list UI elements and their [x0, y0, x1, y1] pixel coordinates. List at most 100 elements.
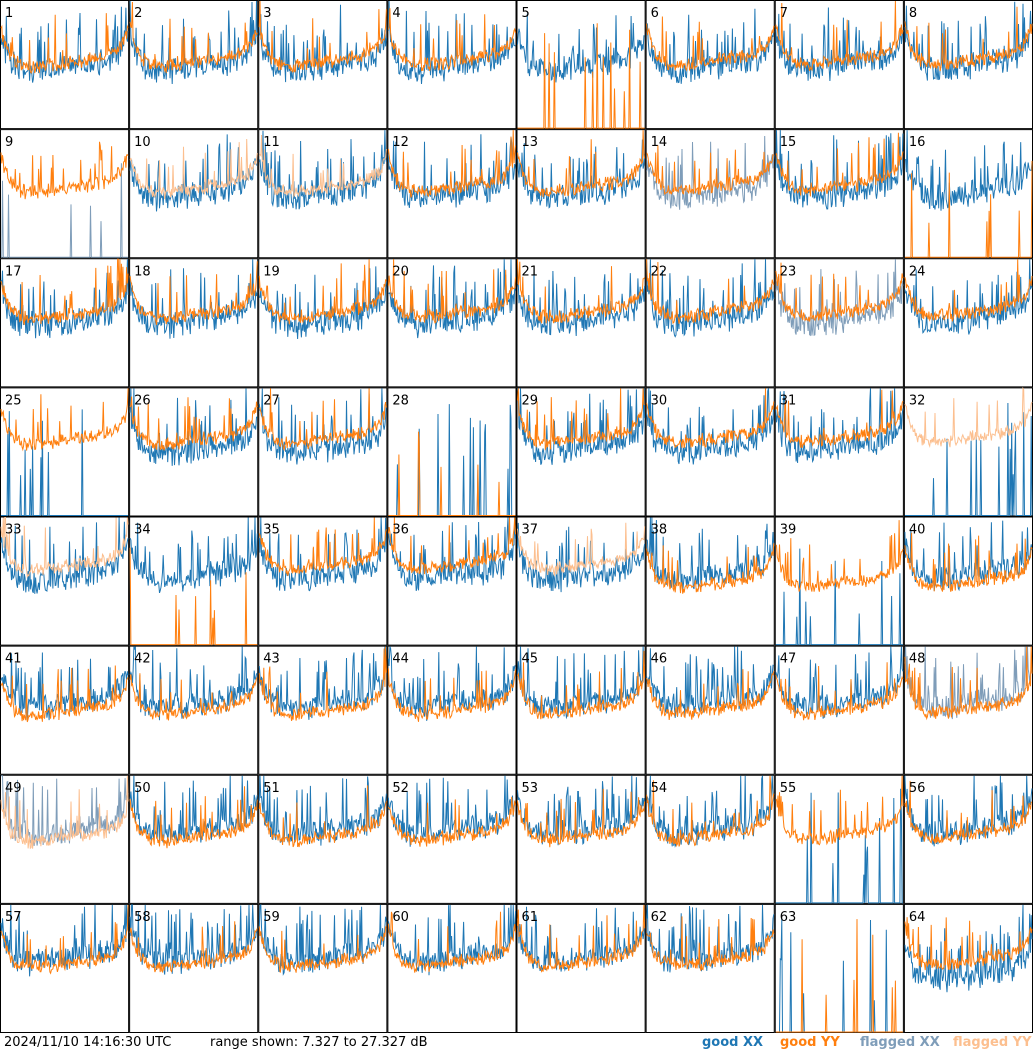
legend-good-yy: good YY	[780, 1035, 840, 1050]
panel-12: 12	[387, 129, 517, 259]
panel-4: 4	[387, 0, 517, 130]
panel-53: 53	[516, 774, 646, 904]
yy-series-line	[775, 389, 904, 449]
panel-label: 37	[522, 523, 539, 538]
panel-51: 51	[258, 774, 388, 904]
yy-series-line	[0, 517, 129, 579]
panel-55: 55	[774, 774, 904, 904]
panel-7: 7	[774, 0, 904, 130]
panel-5: 5	[516, 0, 646, 130]
xx-series-line	[129, 0, 258, 85]
panel-label: 23	[780, 264, 797, 279]
panel-27: 27	[258, 387, 388, 517]
panel-47: 47	[774, 645, 904, 775]
xx-series-line	[129, 904, 258, 975]
panel-15: 15	[774, 129, 904, 259]
yy-series-line	[129, 786, 258, 849]
panel-label: 25	[5, 393, 22, 408]
panel-frame	[129, 903, 259, 1033]
panel-31: 31	[774, 387, 904, 517]
panel-label: 51	[263, 781, 280, 796]
yy-series-line	[0, 13, 129, 74]
panel-32: 32	[903, 386, 1033, 517]
panel-10: 10	[129, 129, 259, 259]
xx-series-line	[775, 788, 903, 904]
xx-series-line	[517, 522, 646, 593]
panel-label: 19	[263, 264, 280, 279]
panel-label: 38	[651, 523, 668, 538]
panel-label: 58	[134, 910, 151, 925]
yy-series-line	[387, 796, 516, 847]
panel-label: 53	[522, 781, 539, 796]
yy-series-line	[775, 520, 904, 592]
yy-series-line	[0, 258, 129, 326]
panel-label: 3	[263, 6, 271, 21]
panel-13: 13	[516, 129, 646, 259]
panel-frame	[387, 129, 517, 259]
panel-label: 17	[5, 264, 22, 279]
yy-series-line	[517, 23, 645, 129]
panel-label: 35	[263, 523, 280, 538]
panel-63: 63	[774, 903, 904, 1033]
panel-label: 36	[392, 523, 409, 538]
xx-series-line	[129, 388, 258, 466]
panel-40: 40	[903, 516, 1033, 646]
panel-29: 29	[516, 387, 646, 517]
xx-series-line	[904, 904, 1033, 993]
xx-series-line	[258, 266, 387, 340]
panel-label: 33	[5, 523, 22, 538]
panel-46: 46	[645, 645, 775, 775]
panel-frame	[516, 774, 646, 904]
yy-series-line	[775, 775, 904, 846]
yy-series-line	[904, 532, 1033, 592]
panel-label: 52	[392, 781, 409, 796]
yy-series-line	[0, 775, 129, 850]
panel-17: 17	[0, 258, 130, 388]
yy-series-line	[904, 780, 1033, 844]
panel-label: 61	[522, 910, 539, 925]
panel-label: 24	[909, 264, 926, 279]
xx-series-line	[258, 517, 387, 592]
panel-label: 43	[263, 652, 280, 667]
xx-series-line	[517, 139, 646, 209]
panel-24: 24	[903, 258, 1033, 388]
xx-series-line	[775, 7, 904, 82]
panel-label: 2	[134, 6, 142, 21]
panel-frame	[903, 774, 1033, 904]
yy-series-line	[517, 522, 646, 576]
panel-64: 64	[903, 903, 1033, 1033]
panel-label: 13	[522, 135, 539, 150]
panel-39: 39	[774, 516, 904, 646]
yy-series-line	[904, 386, 1033, 449]
panel-frame	[129, 645, 259, 775]
panel-label: 15	[780, 135, 797, 150]
panel-frame	[0, 387, 130, 517]
yy-series-line	[258, 0, 387, 73]
panel-50: 50	[129, 774, 259, 904]
yy-series-line	[517, 259, 646, 324]
xx-series-line	[387, 775, 516, 847]
yy-series-line	[258, 388, 387, 452]
panel-62: 62	[645, 903, 775, 1033]
yy-series-line	[129, 673, 258, 721]
yy-series-line	[387, 668, 516, 722]
panel-label: 30	[651, 393, 668, 408]
xx-series-line	[258, 646, 387, 720]
panel-label: 57	[5, 910, 22, 925]
yy-series-line	[129, 396, 258, 451]
panel-56: 56	[903, 774, 1033, 904]
panel-label: 55	[780, 781, 797, 796]
yy-series-line	[646, 543, 775, 594]
panel-label: 50	[134, 781, 151, 796]
panel-frame	[387, 774, 517, 904]
yy-series-line	[517, 788, 646, 848]
xx-series-line	[646, 388, 775, 465]
yy-series-line	[517, 130, 646, 198]
legend-flagged-yy: flagged YY	[953, 1035, 1032, 1050]
panel-43: 43	[258, 645, 388, 775]
yy-series-line	[129, 261, 258, 325]
legend-flagged-xx: flagged XX	[860, 1035, 940, 1050]
panel-33: 33	[0, 516, 130, 646]
panel-label: 28	[392, 393, 409, 408]
yy-series-line	[387, 259, 516, 324]
